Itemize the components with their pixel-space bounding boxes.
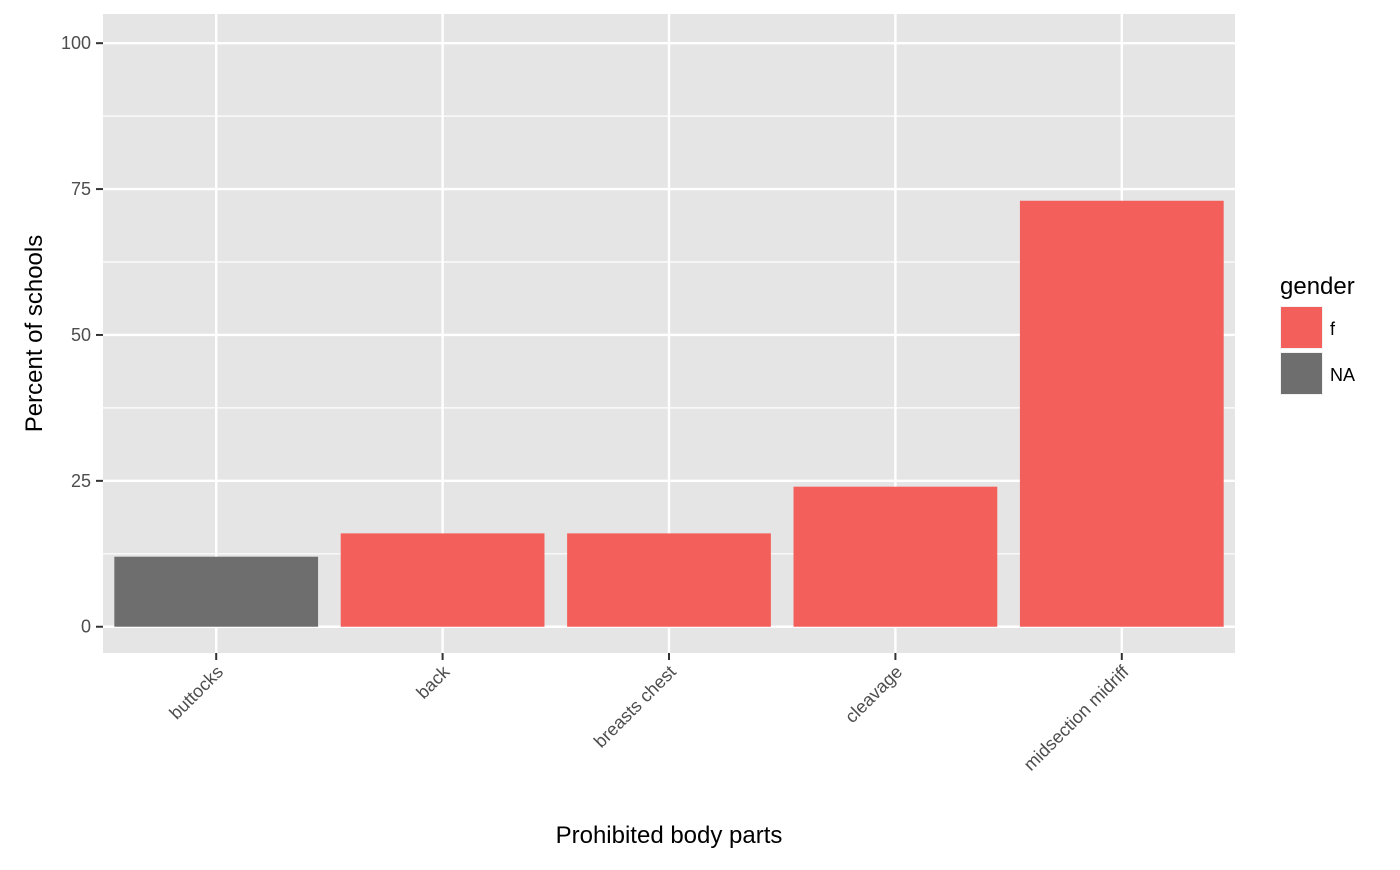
y-axis-label: Percent of schools <box>21 235 48 432</box>
bar-buttocks <box>114 556 319 627</box>
y-tick-label: 0 <box>81 617 91 637</box>
bar-cleavage <box>793 486 998 627</box>
y-tick-label: 75 <box>71 179 91 199</box>
x-axis-label: Prohibited body parts <box>556 822 783 849</box>
bars <box>114 200 1224 627</box>
x-tick-label: cleavage <box>841 662 906 727</box>
bar-back <box>340 533 545 627</box>
y-tick-label: 25 <box>71 471 91 491</box>
legend-swatch <box>1281 353 1322 394</box>
legend-swatch <box>1281 307 1322 348</box>
legend-label: NA <box>1330 365 1355 385</box>
legend: gender f NA <box>1280 273 1355 395</box>
x-axis: buttocks back breasts chest cleavage midsect… <box>165 653 1133 775</box>
x-tick-label: midsection midriff <box>1020 661 1134 775</box>
legend-label: f <box>1330 319 1336 339</box>
y-tick-label: 50 <box>71 325 91 345</box>
y-tick-label: 100 <box>61 33 91 53</box>
x-tick-label: back <box>412 661 454 703</box>
x-tick-label: breasts chest <box>590 662 680 752</box>
bar-midsection-midriff <box>1019 200 1224 627</box>
y-axis: 0 25 50 75 100 <box>61 33 103 637</box>
bar-breasts-chest <box>567 533 771 627</box>
legend-title: gender <box>1280 273 1355 300</box>
x-tick-label: buttocks <box>165 662 227 724</box>
